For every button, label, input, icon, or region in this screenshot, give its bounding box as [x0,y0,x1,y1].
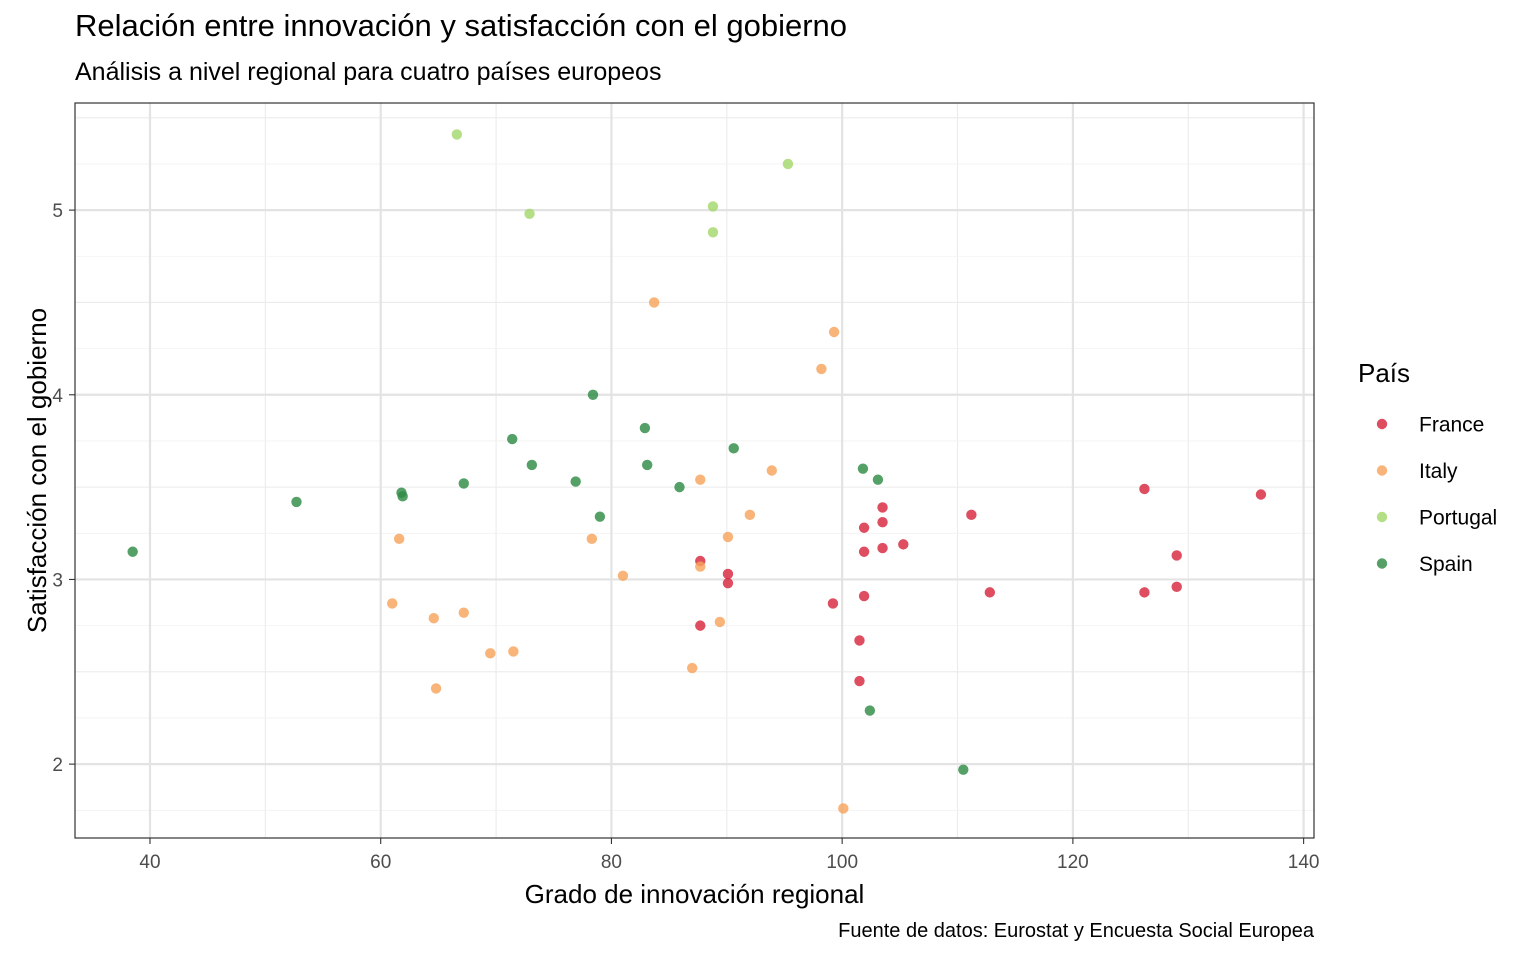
data-point-france [854,675,865,687]
data-point-spain [642,459,653,471]
data-point-spain [587,389,599,400]
legend-label-italy: Italy [1419,460,1458,483]
data-point-spain [864,705,876,716]
x-tick-label: 40 [139,852,160,873]
data-point-spain [958,764,969,775]
data-point-portugal [451,129,463,140]
data-point-italy [816,363,827,375]
x-tick-label: 120 [1057,852,1089,873]
data-point-spain [291,496,302,508]
chart-title: Relación entre innovación y satisfacción… [75,8,848,43]
data-point-spain [526,459,538,471]
data-point-spain [872,474,884,485]
data-point-spain [458,478,469,489]
data-point-italy [714,616,726,628]
data-point-italy [722,531,734,543]
legend-key-spain [1376,558,1388,569]
data-point-italy [508,646,519,657]
y-tick-label: 5 [52,201,63,222]
y-axis-title: Satisfacción con el gobierno [22,308,52,633]
data-point-spain [674,481,685,493]
data-point-spain [639,422,651,434]
data-point-portugal [524,208,535,220]
data-point-italy [428,613,439,624]
data-point-france [722,568,734,580]
data-point-france [858,522,870,533]
y-tick-label: 2 [52,755,63,776]
data-point-spain [127,546,138,557]
data-point-portugal [707,227,719,238]
data-point-france [1139,483,1150,495]
data-point-italy [485,648,496,659]
data-point-italy [838,803,849,814]
chart-subtitle: Análisis a nivel regional para cuatro pa… [75,58,662,86]
legend-key-portugal [1376,511,1388,523]
data-point-france [984,587,996,598]
data-point-italy [648,297,660,308]
plot-panel-border [74,102,1315,839]
data-point-france [898,539,909,550]
data-point-france [877,542,888,554]
x-tick-label: 100 [826,852,858,873]
data-point-italy [458,607,469,618]
x-tick-label: 60 [370,852,391,873]
legend-label-portugal: Portugal [1419,507,1497,530]
data-point-france [1171,581,1182,593]
y-tick-label: 4 [52,386,63,407]
data-point-france [1171,550,1182,561]
data-point-italy [586,533,598,545]
data-point-france [877,517,888,528]
data-point-spain [857,463,869,474]
data-point-italy [393,533,405,545]
data-point-spain [507,433,518,445]
x-axis-title: Grado de innovación regional [525,879,865,909]
data-point-italy [430,683,442,694]
legend-title: País [1358,358,1410,388]
legend-label-france: France [1419,414,1484,437]
data-point-italy [695,561,706,572]
data-point-italy [766,465,777,476]
data-point-spain [728,443,739,454]
data-point-france [827,598,839,609]
data-point-italy [387,598,398,609]
data-point-italy [617,570,629,581]
x-tick-label: 80 [601,852,622,873]
data-points [127,129,1267,814]
data-point-france [854,635,865,646]
legend-label-spain: Spain [1419,553,1473,576]
data-point-spain [570,476,581,487]
data-point-france [858,546,870,557]
data-point-italy [686,662,698,674]
data-point-italy [828,326,840,338]
grid [75,103,1314,838]
data-point-france [1255,489,1267,500]
data-point-italy [695,474,706,485]
data-point-italy [744,509,756,521]
legend-key-italy [1376,465,1388,476]
axis-ticks: 40 60 80 100 120 140 2 3 4 5 [52,201,1319,873]
data-point-spain [594,511,606,522]
data-point-france [877,502,888,513]
x-tick-label: 140 [1288,852,1320,873]
legend-key-france [1376,418,1388,430]
data-point-france [722,577,734,589]
chart-caption: Fuente de datos: Eurostat y Encuesta Soc… [838,920,1314,942]
data-point-portugal [707,201,719,212]
data-point-france [966,509,977,521]
y-tick-label: 3 [52,570,63,591]
data-point-france [695,620,706,631]
data-point-france [1139,587,1150,598]
legend: País France Italy Portugal Spain [1358,358,1497,576]
data-point-france [858,590,870,602]
data-point-portugal [782,158,794,170]
data-point-spain [397,491,408,502]
